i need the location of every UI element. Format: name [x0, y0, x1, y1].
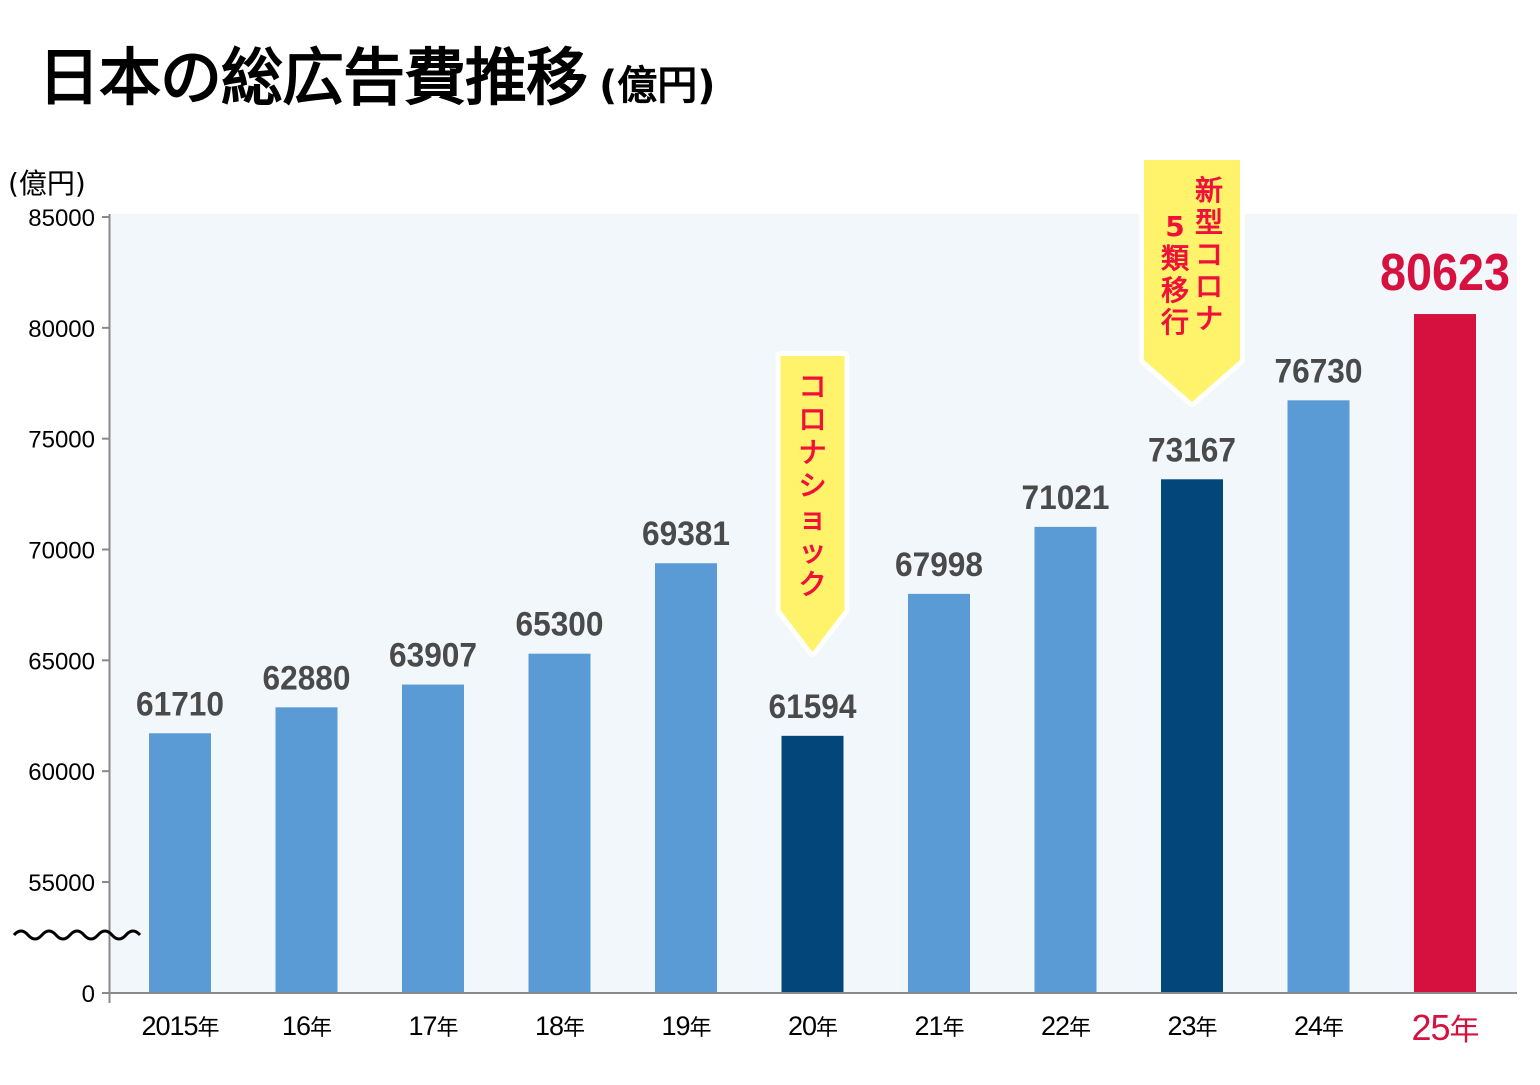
- x-tick-label: 24年: [1294, 1011, 1343, 1041]
- x-tick-number: 19: [661, 1011, 689, 1041]
- bar-25: [1414, 314, 1476, 993]
- value-label: 76730: [1275, 352, 1363, 390]
- x-tick-label: 19年: [661, 1011, 710, 1041]
- y-tick-label: 70000: [28, 538, 95, 565]
- y-ticks-group: 85000 80000 75000 70000 65000 60000 55000 0: [28, 205, 110, 1008]
- value-label: 61710: [136, 685, 224, 723]
- annotation-text: 新型コロナ: [1195, 174, 1223, 335]
- x-tick-label: 25年: [1411, 1007, 1478, 1048]
- bar-20: [781, 735, 844, 993]
- y-tick-label: 55000: [28, 870, 95, 897]
- x-tick-label: 23年: [1167, 1011, 1216, 1041]
- x-tick-suffix: 年: [1450, 1013, 1479, 1048]
- x-tick-number: 23: [1167, 1011, 1195, 1041]
- x-tick-label: 17年: [408, 1011, 457, 1041]
- bar-22: [1034, 526, 1097, 993]
- bar-24: [1287, 400, 1350, 993]
- value-label: 80623: [1380, 244, 1510, 302]
- bars-group: [149, 314, 1476, 993]
- x-tick-suffix: 年: [1069, 1016, 1090, 1041]
- value-label: 62880: [263, 659, 351, 697]
- value-labels-group: 61710 62880 63907 65300 69381 61594 67998 71021…: [136, 244, 1510, 726]
- x-tick-suffix: 年: [310, 1016, 331, 1041]
- x-tick-suffix: 年: [198, 1016, 219, 1041]
- x-tick-suffix: 年: [690, 1016, 711, 1041]
- x-tick-label: 22年: [1041, 1011, 1090, 1041]
- x-tick-suffix: 年: [563, 1016, 584, 1041]
- x-tick-suffix: 年: [1196, 1016, 1217, 1041]
- value-label: 67998: [895, 546, 983, 584]
- annotation-arrow: [780, 356, 845, 652]
- bar-17: [402, 684, 464, 993]
- value-label: 73167: [1148, 431, 1236, 469]
- axis-break-icon: [12, 929, 142, 941]
- y-tick-label: 60000: [28, 759, 95, 786]
- x-tick-number: 16: [282, 1011, 310, 1041]
- y-axis-label: (億円): [8, 167, 86, 200]
- annotation-arrow: [1144, 160, 1240, 402]
- value-label: 69381: [642, 515, 730, 553]
- chart-title-block: 日本の総広告費推移 (億円): [38, 38, 716, 118]
- bar-16: [275, 707, 338, 993]
- x-tick-number: 17: [408, 1011, 436, 1041]
- x-ticks-group: 2015年 16年 17年 18年 19年 20年 21年 22年 23年 24年 25年: [141, 1007, 1479, 1048]
- value-label: 63907: [389, 637, 477, 675]
- bar-2015: [149, 733, 211, 993]
- x-tick-label: 18年: [535, 1011, 584, 1041]
- annotation-corona-shock: コロナショック: [775, 351, 850, 657]
- annotation-text: コロナショック: [798, 370, 826, 601]
- annotation-text: 5 類移行: [1160, 210, 1190, 339]
- bar-19: [655, 563, 717, 993]
- bar-21: [908, 593, 970, 993]
- value-label: 71021: [1022, 479, 1110, 517]
- value-label: 65300: [516, 606, 604, 644]
- y-tick-label: 0: [82, 981, 95, 1008]
- x-tick-number: 21: [914, 1011, 942, 1041]
- value-label: 61594: [769, 688, 857, 726]
- y-tick-label: 80000: [28, 316, 95, 343]
- bar-23: [1161, 479, 1223, 993]
- x-tick-suffix: 年: [437, 1016, 458, 1041]
- x-tick-label: 16年: [282, 1011, 331, 1041]
- x-tick-number: 24: [1294, 1011, 1323, 1041]
- x-tick-label: 20年: [788, 1011, 837, 1041]
- x-tick-number: 20: [788, 1011, 816, 1041]
- x-tick-number: 25: [1411, 1007, 1449, 1048]
- chart-title: 日本の総広告費推移: [38, 41, 588, 114]
- x-tick-number: 2015: [141, 1011, 197, 1041]
- chart-title-unit: (億円): [599, 63, 716, 109]
- y-tick-label: 85000: [28, 205, 95, 232]
- x-tick-suffix: 年: [1322, 1016, 1343, 1041]
- x-tick-suffix: 年: [816, 1016, 837, 1041]
- y-tick-label: 75000: [28, 427, 95, 454]
- x-tick-label: 21年: [914, 1011, 963, 1041]
- x-tick-label: 2015年: [141, 1011, 218, 1041]
- y-tick-label: 65000: [28, 648, 95, 675]
- x-tick-number: 22: [1041, 1011, 1069, 1041]
- bar-18: [528, 653, 591, 993]
- x-tick-number: 18: [535, 1011, 563, 1041]
- x-tick-suffix: 年: [943, 1016, 964, 1041]
